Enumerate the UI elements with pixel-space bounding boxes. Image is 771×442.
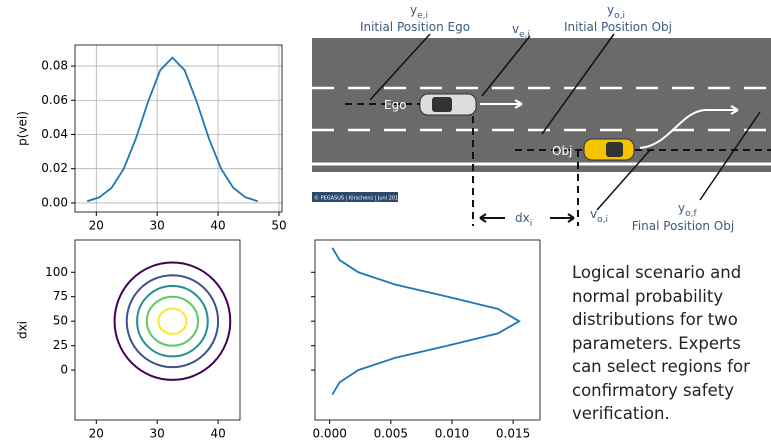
x-tick-label: 50 [271, 219, 286, 233]
x-tick-label: 20 [89, 219, 104, 233]
caption-line: normal probability [572, 287, 723, 306]
obj-car-window [606, 142, 623, 157]
subscript: o,f [685, 209, 697, 219]
symbol: y [410, 3, 417, 17]
symbol: y [678, 201, 685, 215]
y-tick-label: 0.02 [41, 161, 68, 175]
caption-line: can select regions for [572, 357, 750, 376]
symbol: y [607, 3, 614, 17]
y-tick-label: 0 [60, 363, 68, 377]
caption-line: distributions for two [572, 310, 738, 329]
figure: © PEGASUS | Kirschens | Juni 2018 y e,i I… [0, 0, 771, 442]
ego-lateral-label: Initial Position Ego [360, 20, 470, 34]
y-axis-label: p(vei) [16, 111, 30, 146]
y-tick-label: 0.00 [41, 195, 68, 209]
x-tick-label: 40 [210, 427, 225, 441]
road [312, 38, 771, 172]
y-tick-label: 50 [53, 314, 68, 328]
y-tick-label: 100 [45, 265, 68, 279]
x-tick-label: 0.005 [374, 427, 408, 441]
symbol: dx [515, 211, 530, 225]
obj-final-label: Final Position Obj [632, 219, 734, 233]
symbol: v [512, 22, 519, 36]
caption-line: parameters. Experts [572, 334, 741, 353]
subscript: e,i [519, 30, 530, 40]
obj-label: Obj [552, 144, 572, 158]
y-tick-label: 75 [53, 289, 68, 303]
subscript: o,i [597, 215, 608, 225]
obj-lateral-label: Initial Position Obj [564, 20, 672, 34]
x-tick-label: 0.015 [496, 427, 530, 441]
y-tick-label: 0.04 [41, 127, 68, 141]
symbol: v [590, 207, 597, 221]
x-tick-label: 0.000 [312, 427, 346, 441]
y-tick-label: 0.06 [41, 93, 68, 107]
y-tick-label: 25 [53, 338, 68, 352]
caption-line: confirmatory safety [572, 381, 734, 400]
y-axis-label: dxi [16, 321, 30, 339]
x-tick-label: 0.010 [435, 427, 469, 441]
x-tick-label: 20 [89, 427, 104, 441]
caption-line: Logical scenario and [572, 263, 741, 282]
y-tick-label: 0.08 [41, 59, 68, 73]
caption-line: verification. [572, 404, 670, 423]
x-tick-label: 30 [150, 427, 165, 441]
x-tick-label: 30 [150, 219, 165, 233]
x-tick-label: 40 [210, 219, 225, 233]
ego-label: Ego [384, 98, 407, 112]
ego-car-window [432, 97, 452, 112]
subscript: i [530, 219, 533, 229]
copyright: © PEGASUS | Kirschens | Juni 2018 [314, 195, 401, 202]
